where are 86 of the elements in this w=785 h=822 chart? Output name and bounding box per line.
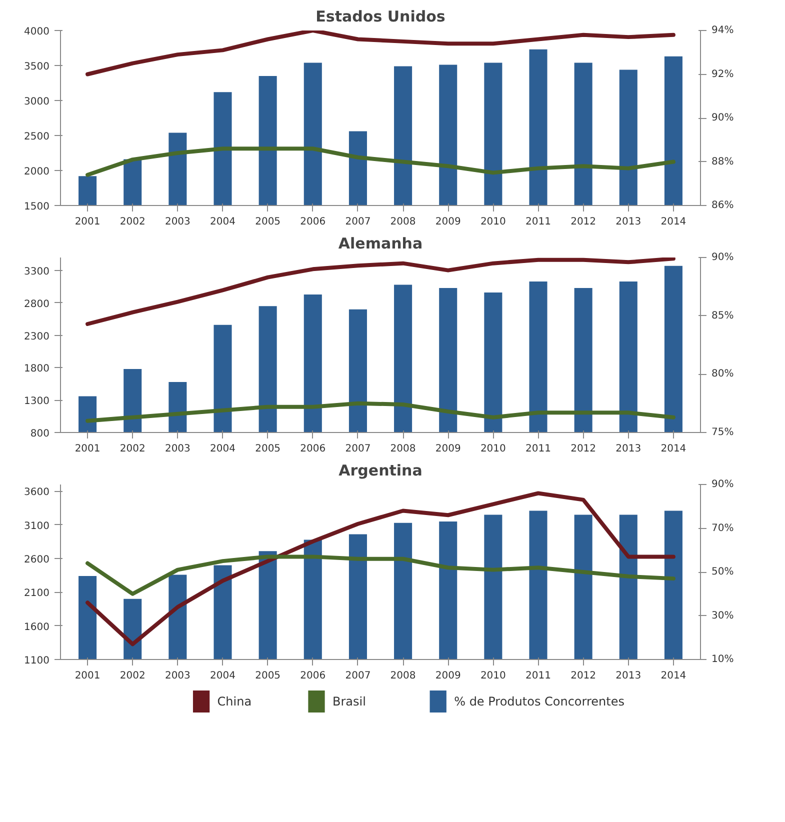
- x-tick-label: 2002: [120, 444, 146, 454]
- legend-label: China: [217, 694, 252, 708]
- x-tick-label: 2008: [390, 216, 416, 228]
- y2-tick-label: 86%: [712, 200, 734, 211]
- y-tick-label: 2000: [24, 166, 50, 178]
- x-tick-label: 2009: [435, 216, 461, 228]
- x-tick-label: 2014: [660, 216, 686, 228]
- y-tick-label: 1100: [24, 656, 50, 666]
- line-series: [86, 258, 676, 326]
- y-tick-label: 3100: [24, 520, 50, 532]
- chart-title: Alemanha: [338, 234, 423, 252]
- x-tick-label: 2006: [300, 444, 326, 454]
- x-tick-label: 2012: [570, 444, 596, 454]
- x-tick-label: 2013: [616, 216, 642, 228]
- x-tick-label: 2010: [480, 444, 506, 454]
- y2-tick-label: 10%: [712, 654, 734, 665]
- y2-tick-label: 85%: [712, 310, 734, 322]
- x-tick-label: 2004: [210, 216, 236, 228]
- x-tick-label: 2006: [300, 670, 326, 682]
- y-tick-label: 1600: [24, 622, 50, 633]
- y2-tick-label: 90%: [712, 112, 734, 124]
- x-tick-label: 2009: [435, 670, 461, 682]
- y2-tick-label: 90%: [712, 252, 734, 263]
- x-tick-label: 2012: [570, 216, 596, 228]
- y2-tick-label: 75%: [712, 427, 734, 438]
- x-tick-label: 2007: [345, 444, 371, 454]
- y2-tick-label: 30%: [712, 610, 734, 622]
- x-tick-label: 2008: [390, 444, 416, 454]
- x-tick-label: 2001: [74, 216, 100, 228]
- x-tick-label: 2003: [164, 670, 190, 682]
- y-tick-label: 1500: [24, 202, 50, 212]
- legend-label: % de Produtos Concorrentes: [454, 694, 624, 708]
- y2-tick-label: 70%: [712, 522, 734, 534]
- x-tick-label: 2010: [480, 670, 506, 682]
- line-series: [86, 491, 676, 646]
- y2-tick-label: 94%: [712, 25, 734, 36]
- x-tick-label: 2003: [164, 216, 190, 228]
- y2-tick-label: 90%: [712, 479, 734, 490]
- x-tick-label: 2004: [210, 670, 236, 682]
- chart-title: Estados Unidos: [316, 8, 446, 26]
- x-tick-label: 2008: [390, 670, 416, 682]
- x-tick-label: 2012: [570, 670, 596, 682]
- y-tick-label: 1800: [24, 364, 50, 375]
- y-tick-label: 2800: [24, 298, 50, 310]
- x-tick-label: 2014: [660, 670, 686, 682]
- y-tick-label: 800: [30, 428, 50, 440]
- x-tick-label: 2014: [660, 444, 686, 454]
- y-tick-label: 2100: [24, 588, 50, 600]
- x-tick-label: 2011: [526, 216, 551, 228]
- x-tick-label: 2004: [210, 444, 236, 454]
- y2-tick-label: 88%: [712, 156, 734, 168]
- x-tick-label: 2005: [255, 216, 281, 228]
- y-tick-label: 3000: [24, 96, 50, 108]
- y-tick-label: 3300: [24, 266, 50, 278]
- y2-tick-label: 80%: [712, 368, 734, 380]
- y2-tick-label: 92%: [712, 68, 734, 80]
- y-tick-label: 1300: [24, 396, 50, 408]
- x-tick-label: 2009: [435, 444, 461, 454]
- x-tick-label: 2005: [255, 444, 281, 454]
- x-tick-label: 2003: [164, 444, 190, 454]
- x-tick-label: 2007: [345, 670, 371, 682]
- x-tick-label: 2005: [255, 670, 281, 682]
- y-tick-label: 4000: [24, 26, 50, 38]
- y-tick-label: 2500: [24, 132, 50, 142]
- y-tick-label: 3500: [24, 62, 50, 72]
- y-tick-label: 3600: [24, 487, 50, 498]
- chart-title: Argentina: [338, 462, 422, 480]
- x-tick-label: 2011: [526, 670, 551, 682]
- line-series: [86, 30, 676, 76]
- x-tick-label: 2010: [480, 216, 506, 228]
- line-series: [86, 554, 676, 596]
- y-tick-label: 2600: [24, 554, 50, 566]
- x-tick-label: 2013: [616, 670, 642, 682]
- x-tick-label: 2001: [74, 444, 100, 454]
- x-tick-label: 2002: [120, 670, 146, 682]
- x-tick-label: 2002: [120, 216, 146, 228]
- x-tick-label: 2006: [300, 216, 326, 228]
- legend-label: Brasil: [332, 694, 366, 708]
- y-tick-label: 2300: [24, 331, 50, 342]
- y2-tick-label: 50%: [712, 566, 734, 578]
- x-tick-label: 2007: [345, 216, 371, 228]
- x-tick-label: 2001: [74, 670, 100, 682]
- line-series: [86, 146, 676, 177]
- x-tick-label: 2013: [616, 444, 642, 454]
- line-series: [86, 401, 676, 423]
- x-tick-label: 2011: [526, 444, 551, 454]
